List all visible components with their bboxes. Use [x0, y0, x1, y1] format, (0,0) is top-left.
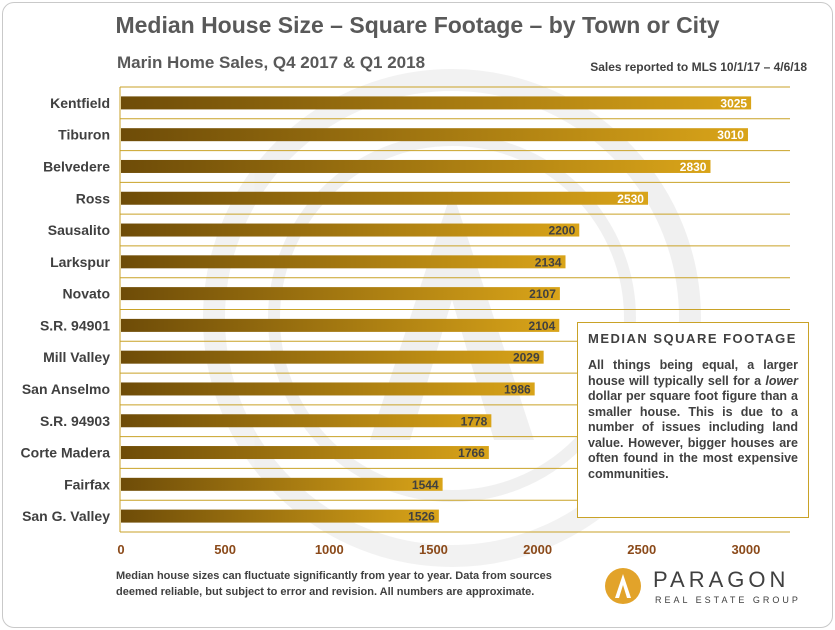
bar — [121, 96, 752, 110]
x-tick-label: 500 — [214, 542, 236, 557]
bar — [121, 414, 492, 428]
category-label: Corte Madera — [21, 445, 111, 461]
data-label: 2104 — [529, 319, 556, 333]
data-label: 2830 — [680, 160, 707, 174]
footer-disclaimer: Median house sizes can fluctuate signifi… — [116, 570, 552, 598]
x-tick-label: 1000 — [315, 542, 344, 557]
logo-tagline: REAL ESTATE GROUP — [655, 595, 801, 605]
data-label: 1766 — [458, 446, 485, 460]
x-tick-label: 1500 — [419, 542, 448, 557]
callout-text-italic: lower — [765, 373, 798, 388]
data-label: 1986 — [504, 382, 531, 396]
data-label: 1526 — [408, 510, 435, 524]
bar — [121, 477, 443, 491]
category-label: S.R. 94901 — [40, 317, 110, 333]
bar — [121, 255, 566, 269]
bar — [121, 191, 648, 205]
callout-text-1: All things being equal, a larger house w… — [588, 358, 798, 388]
data-label: 3025 — [720, 96, 747, 110]
callout-text-2: dollar per square foot figure than a sma… — [588, 389, 798, 481]
data-label: 1544 — [412, 478, 439, 492]
bar — [121, 350, 544, 364]
category-label: Kentfield — [50, 95, 110, 111]
category-label: Larkspur — [50, 254, 110, 270]
bar — [121, 159, 711, 173]
category-label: Tiburon — [58, 127, 110, 143]
category-label: Sausalito — [48, 222, 110, 238]
logo-name: PARAGON — [653, 567, 790, 592]
paragon-logo: PARAGON REAL ESTATE GROUP — [605, 565, 815, 610]
data-label: 3010 — [717, 128, 744, 142]
bar — [121, 128, 748, 142]
data-label: 2134 — [535, 255, 562, 269]
data-label: 2530 — [617, 192, 644, 206]
bar — [121, 509, 439, 523]
bar — [121, 382, 535, 396]
date-range-note: Sales reported to MLS 10/1/17 – 4/6/18 — [590, 60, 807, 74]
category-label: Fairfax — [64, 476, 110, 492]
category-label: San G. Valley — [22, 508, 110, 524]
chart-subtitle: Marin Home Sales, Q4 2017 & Q1 2018 — [117, 53, 426, 72]
callout-heading: MEDIAN SQUARE FOOTAGE — [588, 331, 797, 346]
x-tick-label: 0 — [117, 542, 124, 557]
x-tick-label: 2000 — [523, 542, 552, 557]
category-label: Novato — [63, 286, 110, 302]
category-label: S.R. 94903 — [40, 413, 110, 429]
bar — [121, 223, 580, 237]
bar — [121, 287, 560, 301]
category-label: San Anselmo — [22, 381, 110, 397]
logo-mark-icon — [605, 568, 641, 604]
data-label: 2200 — [549, 224, 576, 238]
chart-title: Median House Size – Square Footage – by … — [115, 12, 720, 38]
bar — [121, 446, 489, 460]
bar — [121, 318, 560, 332]
data-label: 1778 — [461, 414, 488, 428]
category-label: Mill Valley — [43, 349, 110, 365]
x-tick-label: 2500 — [627, 542, 656, 557]
category-label: Ross — [76, 190, 110, 206]
category-label: Belvedere — [43, 158, 110, 174]
data-label: 2029 — [513, 351, 540, 365]
x-tick-label: 3000 — [731, 542, 760, 557]
info-callout: MEDIAN SQUARE FOOTAGE All things being e… — [577, 322, 809, 518]
data-label: 2107 — [529, 287, 556, 301]
callout-body: All things being equal, a larger house w… — [588, 358, 798, 482]
